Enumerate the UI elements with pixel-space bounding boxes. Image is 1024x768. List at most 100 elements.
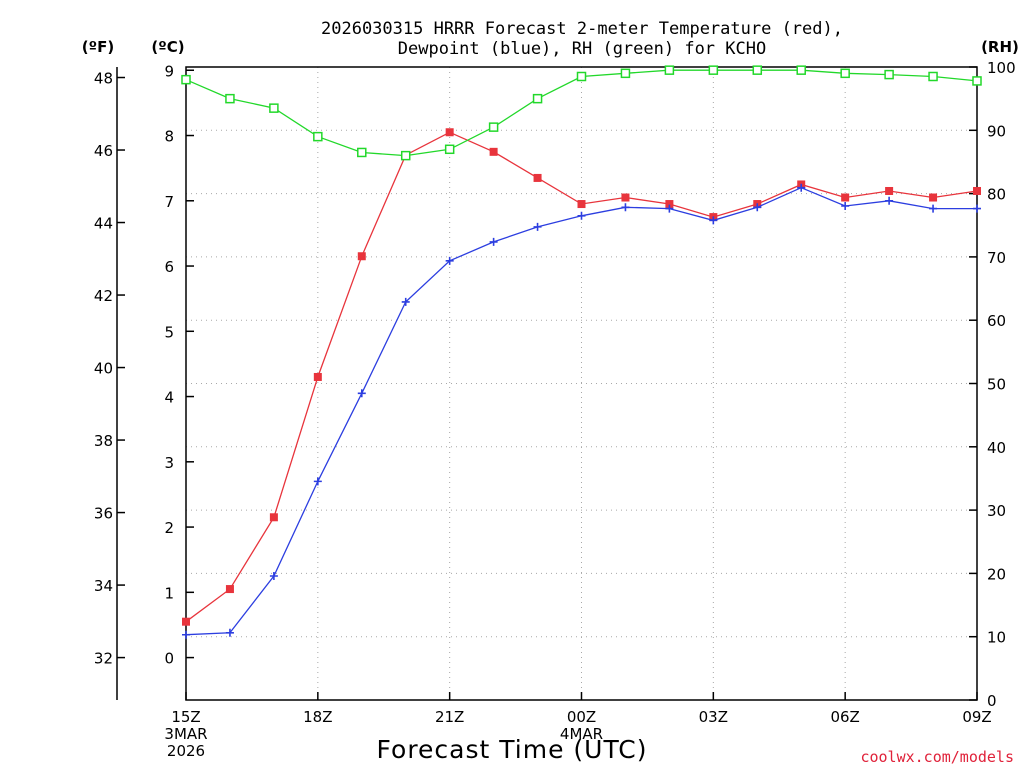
- dewpoint-point: [489, 237, 498, 246]
- rh-point: [796, 65, 806, 75]
- fahrenheit-tick-label: 46: [94, 142, 113, 160]
- x-tick-label: 06Z: [830, 708, 859, 726]
- dewpoint-point: [929, 204, 938, 213]
- celsius-tick-label: 5: [164, 323, 174, 341]
- celsius-tick-label: 6: [164, 258, 174, 276]
- rh-point: [181, 74, 191, 85]
- dewpoint-point: [621, 203, 630, 212]
- dewpoint-point: [269, 572, 278, 581]
- fahrenheit-tick-label: 34: [94, 577, 113, 595]
- dewpoint-point: [533, 222, 542, 231]
- x-tick-label: 03Z: [699, 708, 728, 726]
- dewpoint-point: [753, 203, 762, 212]
- rh-tick-label: 10: [987, 629, 1006, 647]
- series-rh: [181, 65, 982, 161]
- temperature-point: [929, 193, 938, 202]
- dewpoint-point: [797, 183, 806, 192]
- rh-point: [620, 68, 631, 79]
- temperature-point: [357, 252, 366, 261]
- dewpoint-point: [973, 204, 981, 213]
- data-series: [181, 65, 982, 639]
- temperature-point: [225, 585, 234, 594]
- temperature-point: [665, 200, 674, 209]
- fahrenheit-tick-label: 44: [94, 215, 113, 233]
- x-tick-label: 4MAR: [560, 725, 603, 743]
- rh-tick-label: 80: [987, 186, 1006, 204]
- dewpoint-point: [445, 256, 454, 265]
- temperature-point: [577, 200, 586, 209]
- celsius-tick-label: 0: [164, 650, 174, 668]
- fahrenheit-tick-label: 36: [94, 505, 113, 523]
- fahrenheit-tick-label: 40: [94, 360, 113, 378]
- rh-point: [708, 65, 719, 75]
- x-tick-label: 18Z: [303, 708, 332, 726]
- temperature-point: [885, 186, 894, 195]
- celsius-tick-label: 2: [164, 519, 174, 537]
- rh-tick-label: 90: [987, 122, 1006, 140]
- rh-tick-label: 70: [987, 249, 1006, 267]
- rh-point: [444, 144, 455, 155]
- dewpoint-point: [665, 204, 674, 213]
- rh-point: [884, 69, 894, 80]
- rh-point: [400, 150, 411, 161]
- x-tick-label: 00Z: [567, 708, 596, 726]
- rh-tick-label: 40: [987, 439, 1006, 457]
- rh-point: [313, 131, 323, 142]
- rh-tick-label: 60: [987, 312, 1006, 330]
- celsius-tick-label: 9: [164, 62, 174, 80]
- gridlines: [186, 67, 977, 700]
- dewpoint-point: [577, 211, 586, 220]
- rh-point: [532, 93, 543, 104]
- fahrenheit-tick-label: 42: [94, 287, 113, 305]
- x-tick-label: 21Z: [435, 708, 464, 726]
- temperature-point: [973, 186, 981, 195]
- celsius-unit-label: (ºC): [151, 38, 184, 56]
- rh-point: [269, 103, 279, 113]
- temperature-point: [621, 193, 630, 202]
- fahrenheit-tick-label: 48: [94, 70, 113, 88]
- temperature-point: [841, 193, 850, 202]
- celsius-tick-label: 1: [164, 584, 174, 602]
- series-temperature: [182, 128, 981, 626]
- rh-tick-label: 0: [987, 692, 997, 710]
- x-tick-label: 09Z: [962, 708, 991, 726]
- rh-point: [664, 65, 675, 75]
- rh-tick-label: 50: [987, 376, 1006, 394]
- temperature-point: [445, 128, 454, 137]
- rh-point: [928, 71, 938, 82]
- dewpoint-point: [225, 628, 234, 637]
- celsius-tick-label: 8: [164, 128, 174, 146]
- celsius-tick-label: 3: [164, 454, 174, 472]
- rh-tick-label: 20: [987, 565, 1006, 583]
- rh-tick-label: 100: [987, 59, 1016, 77]
- x-tick-label: 3MAR: [164, 725, 207, 743]
- temperature-point: [313, 372, 322, 381]
- series-dewpoint: [182, 183, 981, 639]
- dewpoint-point: [841, 201, 850, 210]
- celsius-tick-label: 7: [164, 193, 174, 211]
- fahrenheit-tick-label: 38: [94, 432, 113, 450]
- axes: [116, 66, 978, 701]
- dewpoint-point: [357, 389, 366, 398]
- rh-point: [576, 71, 587, 82]
- rh-point: [972, 76, 982, 86]
- rh-unit-label: (RH): [981, 38, 1019, 56]
- temperature-point: [533, 173, 542, 182]
- celsius-tick-label: 4: [164, 389, 174, 407]
- dewpoint-point: [885, 196, 894, 205]
- x-tick-label: 15Z: [171, 708, 200, 726]
- credit-text: coolwx.com/models: [860, 748, 1014, 766]
- rh-tick-label: 30: [987, 502, 1006, 520]
- rh-point: [357, 147, 367, 158]
- chart-title-line1: 2026030315 HRRR Forecast 2-meter Tempera…: [321, 19, 843, 39]
- dewpoint-point: [182, 630, 190, 639]
- temperature-point: [269, 513, 278, 522]
- tick-labels: 3234363840424446480123456789010203040506…: [94, 59, 1016, 760]
- dewpoint-point: [313, 477, 322, 486]
- temperature-point: [489, 147, 498, 156]
- x-tick-label: 2026: [167, 742, 205, 760]
- temperature-point: [182, 617, 190, 626]
- rh-point: [840, 68, 850, 79]
- dewpoint-point: [709, 216, 718, 225]
